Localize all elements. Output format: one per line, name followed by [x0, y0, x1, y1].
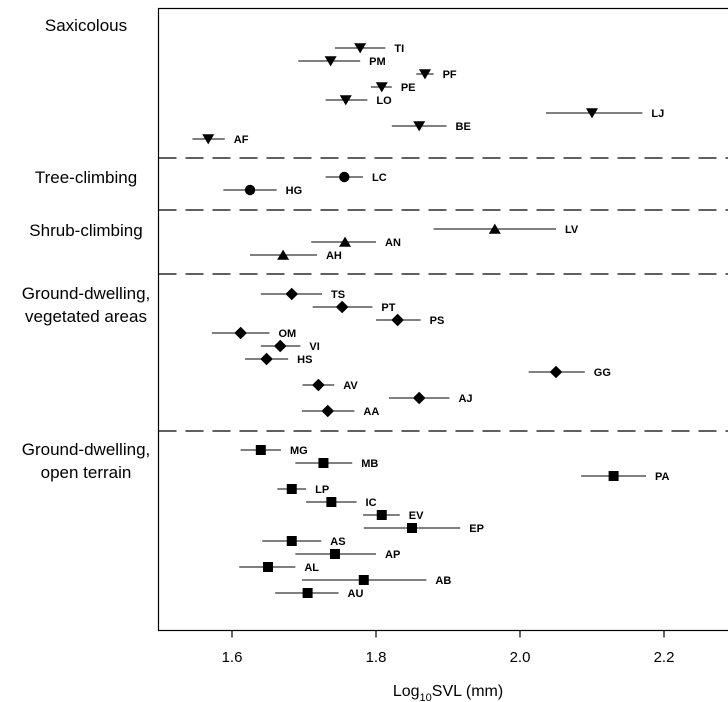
point-label-aj: AJ — [458, 393, 472, 405]
point-label-al: AL — [304, 562, 319, 574]
point-as — [286, 536, 297, 546]
point-label-ep: EP — [469, 523, 484, 535]
point-label-be: BE — [456, 121, 471, 133]
point-label-mg: MG — [290, 445, 308, 457]
point-pt — [335, 300, 349, 314]
point-label-pm: PM — [369, 56, 386, 68]
plot-frame — [157, 7, 728, 632]
point-label-hg: HG — [286, 185, 303, 197]
group-label-shrub-climbing: Shrub-climbing — [29, 221, 142, 240]
point-label-ab: AB — [435, 575, 451, 587]
point-vi — [273, 339, 287, 353]
point-ab — [358, 575, 369, 585]
point-label-ps: PS — [430, 315, 445, 327]
series-ground-dwelling-open-terrain: MG MB PA LP IC EV EP AS AP AL AB AU — [239, 445, 670, 600]
point-label-vi: VI — [309, 341, 319, 353]
point-label-lv: LV — [565, 224, 579, 236]
point-an — [339, 236, 352, 247]
point-pe — [375, 82, 388, 93]
point-label-pe: PE — [401, 82, 416, 94]
point-ev — [376, 510, 387, 520]
point-label-mb: MB — [361, 458, 378, 470]
point-label-ev: EV — [409, 510, 424, 522]
point-pa — [608, 471, 619, 481]
point-gg — [549, 365, 563, 379]
x-axis-title: Log10SVL (mm) — [393, 683, 503, 702]
point-label-lo: LO — [376, 95, 392, 107]
point-au — [302, 588, 313, 598]
point-ps — [391, 313, 404, 327]
point-ap — [329, 549, 340, 559]
point-al — [263, 562, 273, 572]
point-lo — [339, 95, 352, 106]
group-label-ground-dwelling-vegetated-areas-line-2: vegetated areas — [25, 307, 147, 326]
x-axis-title-base: Log — [393, 683, 420, 700]
point-pm — [324, 56, 337, 67]
point-av — [312, 378, 325, 392]
x-tick-label-0: 1.6 — [222, 649, 243, 666]
point-label-lp: LP — [315, 484, 329, 496]
point-label-ti: TI — [394, 43, 404, 55]
point-ti — [354, 43, 367, 54]
point-label-an: AN — [385, 237, 401, 249]
point-hs — [260, 352, 273, 366]
group-separators — [158, 157, 728, 432]
x-axis-title-subscript: 10 — [420, 692, 432, 702]
point-pf — [418, 69, 431, 80]
x-axis: 1.6 1.8 2.0 2.2 — [222, 630, 675, 666]
point-label-ah: AH — [326, 250, 342, 262]
group-label-ground-dwelling-vegetated-areas-line-1: Ground-dwelling, — [22, 284, 151, 303]
point-aa — [321, 404, 335, 418]
point-ah — [277, 249, 290, 260]
point-ep — [407, 523, 417, 533]
point-label-au: AU — [348, 588, 364, 600]
group-labels: Saxicolous Tree-climbing Shrub-climbing Gro… — [22, 16, 151, 482]
point-lc — [339, 171, 350, 183]
x-tick-label-2: 2.0 — [510, 649, 531, 666]
point-be — [413, 121, 426, 132]
point-label-om: OM — [278, 328, 296, 340]
point-af — [202, 134, 215, 145]
point-label-ts: TS — [331, 289, 345, 301]
point-mg — [255, 445, 266, 455]
point-label-gg: GG — [594, 367, 611, 379]
point-label-pt: PT — [381, 302, 395, 314]
group-label-ground-dwelling-open-terrain-line-1: Ground-dwelling, — [22, 440, 151, 459]
point-ic — [326, 497, 337, 507]
point-label-as: AS — [330, 536, 345, 548]
x-tick-label-1: 1.8 — [366, 649, 387, 666]
x-axis-title-rest: SVL (mm) — [432, 683, 503, 700]
series-tree-climbing: LC HG — [223, 171, 387, 197]
point-label-pa: PA — [655, 471, 670, 483]
point-label-ic: IC — [366, 497, 377, 509]
point-label-af: AF — [234, 134, 249, 146]
point-mb — [318, 458, 329, 468]
point-aj — [412, 391, 426, 405]
x-tick-label-3: 2.2 — [654, 649, 675, 666]
group-label-saxicolous: Saxicolous — [45, 16, 127, 35]
point-label-lc: LC — [372, 172, 387, 184]
series-shrub-climbing: LV AN AH — [250, 223, 579, 262]
group-label-ground-dwelling-open-terrain-line-2: open terrain — [41, 463, 132, 482]
point-lp — [286, 484, 297, 494]
point-label-hs: HS — [297, 354, 312, 366]
point-label-lj: LJ — [651, 108, 664, 120]
group-label-tree-climbing: Tree-climbing — [35, 168, 137, 187]
series-saxicolous: TI PM PF PE LO LJ BE AF — [192, 43, 664, 146]
point-om — [234, 326, 247, 340]
point-label-av: AV — [343, 380, 358, 392]
point-hg — [244, 184, 256, 196]
point-ts — [285, 287, 299, 301]
point-lv — [488, 223, 501, 234]
point-lj — [586, 108, 598, 119]
point-label-aa: AA — [363, 406, 379, 418]
point-label-pf: PF — [443, 69, 457, 81]
point-label-ap: AP — [385, 549, 400, 561]
